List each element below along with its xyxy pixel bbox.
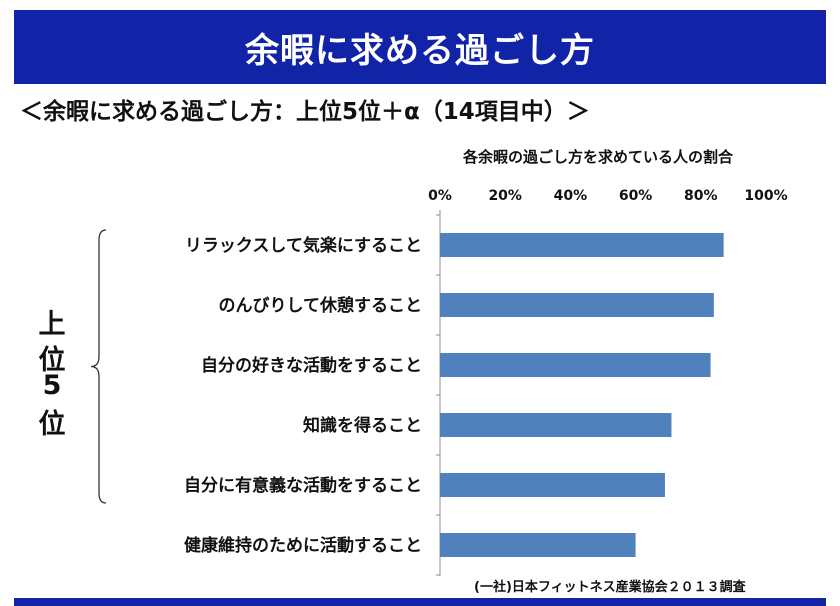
x-tick-label: 20% (488, 188, 522, 204)
category-label: 自分の好きな活動をすること (201, 355, 422, 376)
category-label: 知識を得ること (302, 415, 422, 436)
bar (440, 413, 672, 437)
bar (440, 533, 636, 557)
x-tick-label: 100% (744, 188, 787, 204)
x-tick-label: 60% (619, 188, 653, 204)
category-label: のんびりして休憩すること (219, 295, 423, 316)
side-label-char: 位 (38, 409, 66, 440)
bar (440, 233, 724, 257)
chart-title: 各余暇の過ごし方を求めている人の割合 (462, 148, 734, 166)
category-label: リラックスして気楽にすること (185, 235, 422, 256)
side-label-char: 5 (42, 370, 62, 401)
side-label-char: 上 (38, 309, 66, 340)
x-tick-label: 0% (428, 188, 452, 204)
category-label: 自分に有意義な活動をすること (184, 475, 422, 496)
bottom-bar (14, 598, 826, 606)
bar (440, 293, 714, 317)
slide-subtitle: ＜余暇に求める過ごし方：上位5位＋α（14項目中）＞ (20, 99, 590, 125)
category-label: 健康維持のために活動すること (184, 535, 422, 556)
x-tick-label: 40% (554, 188, 588, 204)
bar (440, 473, 665, 497)
page-title: 余暇に求める過ごし方 (245, 30, 595, 71)
group-brace (90, 229, 107, 504)
header-bar: 余暇に求める過ごし方 (14, 10, 826, 84)
x-tick-label: 80% (684, 188, 718, 204)
side-label-char: 位 (38, 345, 66, 376)
source-note: (一社)日本フィットネス産業協会２０１３調査 (474, 580, 746, 595)
bar (440, 353, 711, 377)
